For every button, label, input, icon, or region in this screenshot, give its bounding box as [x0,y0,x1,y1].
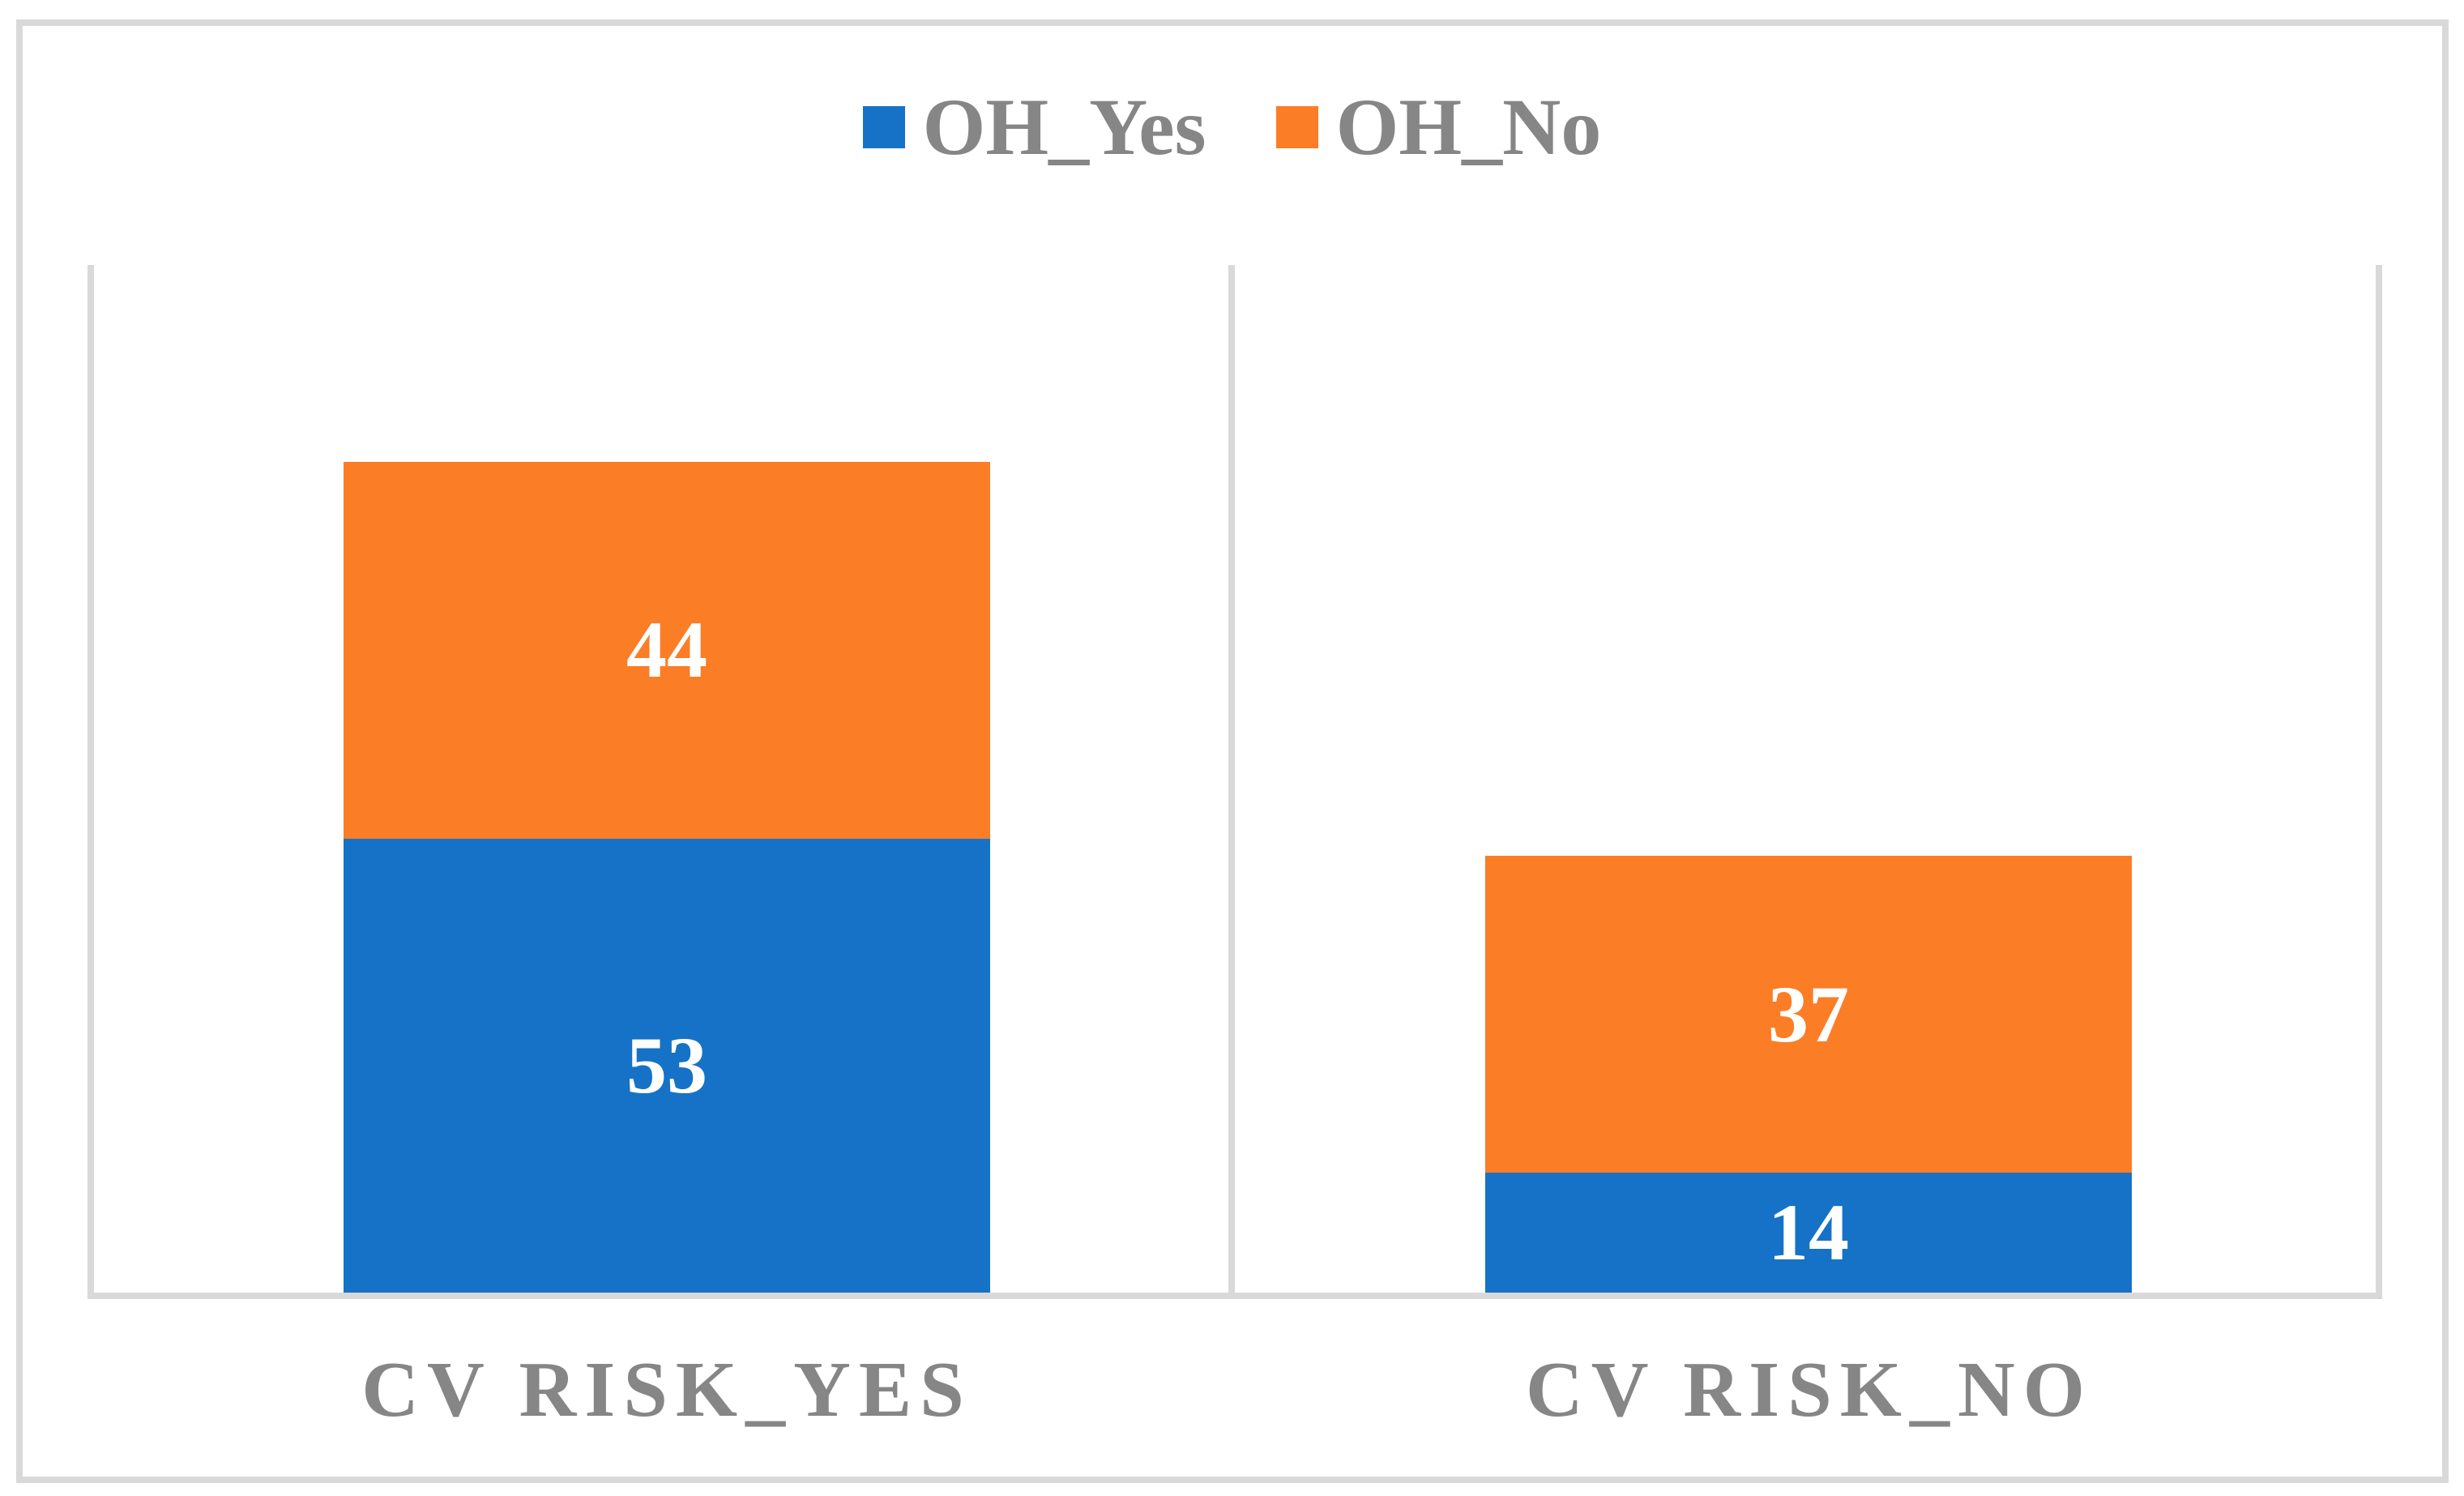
panel-divider-line [1228,265,1235,1299]
bar-segment-OH_Yes: 53 [344,838,990,1293]
legend-item-oh-yes: OH_Yes [862,82,1206,172]
value-label: 37 [1768,968,1849,1059]
bar-segment-OH_Yes: 14 [1485,1173,2132,1293]
category-label-cv-risk-yes: CV RISK_YES [361,1346,972,1434]
value-label: 53 [626,1019,707,1110]
legend-swatch-oh-no [1275,106,1318,148]
plot-right-axis-line [2376,265,2382,1299]
value-label: 14 [1768,1187,1849,1277]
legend-item-oh-no: OH_No [1275,82,1602,172]
stacked-bar-cv-risk-yes: 44 53 [344,462,990,1293]
plot-left-axis-line [88,265,94,1299]
legend-label-oh-yes: OH_Yes [922,82,1206,172]
value-label: 44 [626,605,707,695]
category-label-cv-risk-no: CV RISK_NO [1526,1346,2093,1434]
bar-segment-OH_No: 44 [344,462,990,839]
stacked-bar-cv-risk-no: 37 14 [1485,856,2132,1293]
legend-swatch-oh-yes [862,106,905,148]
bar-segment-OH_No: 37 [1485,856,2132,1173]
legend: OH_Yes OH_No [0,87,2464,168]
legend-label-oh-no: OH_No [1335,82,1602,172]
x-axis-line [88,1293,2382,1299]
